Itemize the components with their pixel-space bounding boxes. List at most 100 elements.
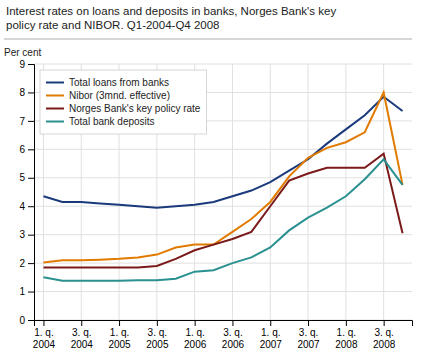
y-tick-mark: [28, 92, 34, 93]
y-tick: 2: [19, 258, 34, 269]
x-tick: 3. q.2006: [222, 320, 245, 350]
y-tick-mark: [28, 121, 34, 122]
x-tick-mark: [43, 320, 44, 326]
y-tick-mark: [28, 64, 34, 65]
x-axis-line: [35, 321, 413, 327]
x-tick: 1. q.2006: [184, 320, 207, 350]
y-tick-label: 8: [19, 87, 25, 98]
y-tick: 3: [19, 229, 34, 240]
x-tick-label-line: 2004: [71, 339, 94, 350]
legend-swatch: [46, 108, 64, 110]
x-tick-label: 1. q.2008: [335, 327, 358, 350]
x-tick: 3. q.2004: [71, 320, 94, 350]
series-line: [43, 97, 402, 208]
grid-line-x: [383, 64, 384, 320]
legend-box: [40, 70, 206, 134]
y-tick-mark: [28, 320, 34, 321]
y-tick-label: 5: [19, 172, 25, 183]
legend-swatch: [46, 82, 64, 84]
title: Interest rates on loans and deposits in …: [6, 5, 336, 31]
title-separator: [4, 39, 412, 40]
y-tick: 0: [19, 315, 34, 326]
y-tick: 9: [19, 59, 34, 70]
y-axis: 0123456789: [19, 59, 34, 326]
y-tick-label: 0: [19, 315, 25, 326]
x-tick-mark: [346, 320, 347, 326]
grid-line-y: [34, 234, 412, 235]
x-tick-label-line: 3. q.: [299, 327, 318, 338]
grid-line-x: [270, 64, 271, 320]
title-line: Interest rates on loans and deposits in …: [6, 5, 336, 17]
grid-line-y: [34, 177, 412, 178]
y-axis-line: [28, 65, 35, 321]
x-tick: 3. q.2007: [297, 320, 320, 350]
x-tick: 1. q.2005: [108, 320, 131, 350]
x-tick-label: 1. q.2004: [33, 327, 56, 350]
legend-label: Total bank deposits: [69, 116, 155, 127]
grid-line-x: [232, 64, 233, 320]
lines: [43, 92, 402, 280]
y-tick-label: 2: [19, 258, 25, 269]
x-tick-label-line: 1. q.: [337, 327, 356, 338]
x-tick-label-line: 2006: [222, 339, 245, 350]
grid-line-x: [345, 64, 346, 320]
x-tick-mark: [384, 320, 385, 326]
x-tick-label-line: 3. q.: [223, 327, 242, 338]
x-tick-label-line: 2007: [260, 339, 283, 350]
y-tick-label: 7: [19, 116, 25, 127]
x-tick-label: 1. q.2007: [260, 327, 283, 350]
x-axis: 1. q.20043. q.20041. q.20053. q.20051. q…: [33, 320, 413, 350]
legend-label: Total loans from banks: [69, 77, 169, 88]
x-tick-mark: [232, 320, 233, 326]
x-tick: 1. q.2007: [260, 320, 283, 350]
legend-label: Norges Bank's key policy rate: [69, 103, 201, 114]
y-tick-label: 3: [19, 229, 25, 240]
grid: [34, 64, 412, 320]
legend-label: Nibor (3mnd. effective): [69, 90, 170, 101]
x-tick-mark: [157, 320, 158, 326]
x-tick-label-line: 3. q.: [148, 327, 167, 338]
x-tick-label-line: 1. q.: [185, 327, 204, 338]
x-tick: 3. q.2005: [146, 320, 169, 350]
x-tick: 3. q.2008: [373, 320, 396, 350]
x-tick-label-line: 2007: [297, 339, 320, 350]
y-tick-mark: [28, 178, 34, 179]
y-tick: 1: [19, 286, 34, 297]
grid-line-y: [34, 64, 412, 65]
x-tick-label-line: 1. q.: [110, 327, 129, 338]
legend-swatch: [46, 95, 64, 97]
grid-line-y: [34, 149, 412, 150]
x-tick-mark: [308, 320, 309, 326]
x-tick-label-line: 2005: [108, 339, 131, 350]
y-tick: 6: [19, 144, 34, 155]
chart: Interest rates on loans and deposits in …: [0, 0, 426, 354]
plot: 01234567891. q.20043. q.20041. q.20053. …: [19, 59, 412, 350]
y-tick-label: 9: [19, 59, 25, 70]
y-tick-mark: [28, 263, 34, 264]
y-tick-label: 6: [19, 144, 25, 155]
x-tick-mark: [270, 320, 271, 326]
series-line: [43, 159, 402, 280]
y-tick-label: 1: [19, 286, 25, 297]
x-tick-label-line: 2008: [373, 339, 396, 350]
grid-line-x: [308, 64, 309, 320]
x-tick-mark: [119, 320, 120, 326]
y-tick: 5: [19, 172, 34, 183]
grid-line-y: [34, 291, 412, 292]
title-line: policy rate and NIBOR. Q1-2004-Q4 2008: [6, 19, 220, 31]
x-tick: 1. q.2008: [335, 320, 358, 350]
grid-line-y: [34, 206, 412, 207]
x-tick-mark: [195, 320, 196, 326]
grid-line-y: [34, 263, 412, 264]
x-tick: 1. q.2004: [33, 320, 56, 350]
y-tick-mark: [28, 149, 34, 150]
legend: Total loans from banks Nibor (3mnd. effec…: [40, 70, 206, 134]
x-tick-label-line: 3. q.: [374, 327, 393, 338]
x-tick-label: 3. q.2007: [297, 327, 320, 350]
x-tick-label: 3. q.2006: [222, 327, 245, 350]
x-tick-label: 3. q.2004: [71, 327, 94, 350]
series-line: [43, 92, 402, 262]
x-tick-label-line: 2004: [33, 339, 56, 350]
x-tick-label: 3. q.2005: [146, 327, 169, 350]
legend-swatch: [46, 121, 64, 123]
